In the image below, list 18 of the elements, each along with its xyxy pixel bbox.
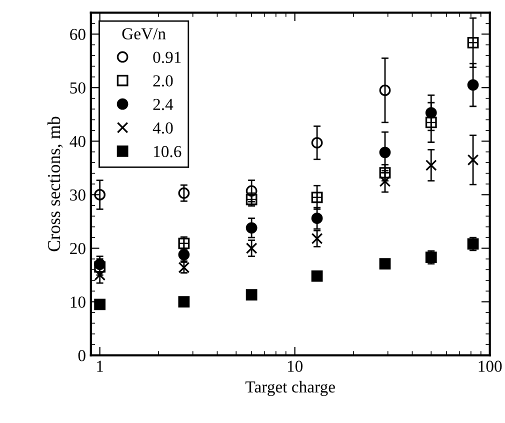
y-tick-label: 50 (70, 82, 86, 94)
x-tick-label: 10 (288, 360, 303, 372)
y-tick-label: 40 (70, 136, 86, 148)
y-tick-label: 10 (70, 296, 86, 308)
y-tick-label: 20 (70, 242, 86, 254)
y-tick-label: 60 (70, 28, 86, 40)
legend-label: 10.6 (154, 146, 182, 158)
y-axis-title: Cross sections, mb (47, 116, 63, 252)
legend-title: GeV/n (122, 28, 166, 40)
y-tick-label: 30 (70, 189, 86, 201)
legend-label: 4.0 (152, 122, 173, 134)
x-tick-label: 1 (97, 360, 103, 372)
y-tick-label: 0 (78, 350, 86, 362)
x-axis-title: Target charge (246, 380, 335, 396)
legend-label: 2.4 (153, 98, 174, 110)
legend-label: 2.0 (153, 75, 173, 87)
legend-label: 0.91 (153, 52, 181, 64)
x-tick-label: 100 (478, 360, 502, 372)
